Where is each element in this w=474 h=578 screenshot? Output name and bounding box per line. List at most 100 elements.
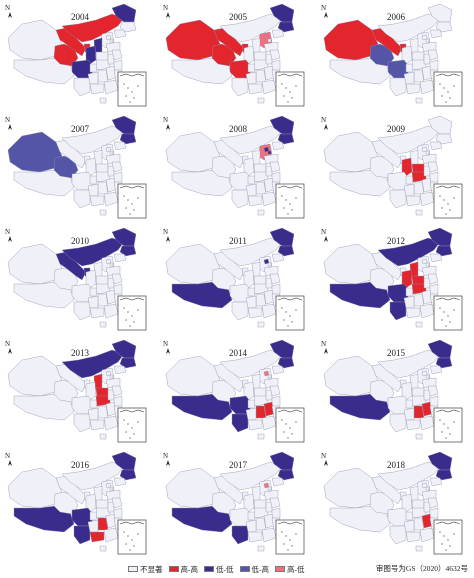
- province-hunan: [97, 69, 109, 83]
- north-label: N: [321, 4, 327, 12]
- year-label: 2009: [387, 124, 405, 134]
- province-jiangsu: [427, 49, 439, 61]
- province-jilin: [277, 357, 295, 369]
- province-guangxi: [247, 195, 263, 207]
- province-shaanxi: [401, 45, 413, 65]
- inset-island-dot: [131, 539, 133, 541]
- inset-island-dot: [449, 209, 451, 211]
- province-jilin: [435, 245, 453, 257]
- inset-island-dot: [445, 437, 447, 439]
- south-china-sea-inset: [275, 519, 305, 555]
- province-hunan: [255, 293, 267, 307]
- province-neimenggu: [377, 349, 441, 379]
- province-hainan: [257, 433, 265, 440]
- province-neimenggu: [61, 13, 125, 43]
- province-shaanxi: [85, 269, 97, 289]
- province-chongqing: [405, 287, 415, 297]
- inset-coastline: [119, 409, 145, 413]
- inset-island-dot: [123, 83, 125, 85]
- province-chongqing: [89, 511, 99, 521]
- province-liaoning: [429, 365, 443, 375]
- south-china-sea-inset: [117, 183, 147, 219]
- legend-item-ll: 低-低: [204, 564, 234, 575]
- province-hunan: [413, 517, 425, 531]
- province-guizhou: [87, 183, 99, 197]
- south-china-sea-inset: [433, 71, 463, 107]
- inset-island-dot: [283, 543, 285, 545]
- inset-coastline: [277, 185, 303, 189]
- inset-coastline: [277, 73, 303, 77]
- province-hunan: [255, 517, 267, 531]
- province-guangxi: [405, 195, 421, 207]
- inset-island-dot: [285, 87, 287, 89]
- inset-island-dot: [281, 419, 283, 421]
- province-jiangsu: [269, 385, 281, 397]
- map-panel: N 2008: [158, 112, 316, 224]
- year-label: 2012: [387, 236, 405, 246]
- province-yunnan: [73, 301, 91, 321]
- south-china-sea-inset: [433, 183, 463, 219]
- province-jilin: [277, 133, 295, 145]
- province-yunnan: [389, 301, 407, 321]
- legend-label: 高-低: [287, 564, 305, 574]
- map-grid: N 2004 N 2005 N 2006 N 2007 N 2008 N 2009 N 2010 N 2011…: [0, 3, 463, 560]
- province-chongqing: [405, 511, 415, 521]
- map-panel: N 2013: [0, 336, 158, 448]
- province-jiangsu: [269, 161, 281, 173]
- province-liaoning: [113, 141, 127, 151]
- province-liaoning: [113, 365, 127, 375]
- north-label: N: [321, 340, 327, 348]
- inset-island-dot: [291, 97, 293, 99]
- legend-label: 低-高: [251, 564, 270, 574]
- year-label: 2006: [387, 12, 405, 22]
- north-label: N: [5, 340, 11, 348]
- inset-island-dot: [453, 197, 455, 199]
- year-label: 2008: [229, 124, 247, 134]
- inset-island-dot: [283, 319, 285, 321]
- province-xizang: [171, 393, 233, 421]
- inset-island-dot: [283, 207, 285, 209]
- province-chongqing: [405, 175, 415, 185]
- province-liaoning: [271, 253, 285, 263]
- inset-island-dot: [445, 325, 447, 327]
- province-chongqing: [247, 511, 257, 521]
- province-yunnan: [231, 301, 249, 321]
- province-shaanxi: [243, 157, 255, 177]
- province-chongqing: [247, 287, 257, 297]
- province-yunnan: [389, 189, 407, 209]
- inset-island-dot: [291, 433, 293, 435]
- inset-island-dot: [287, 213, 289, 215]
- inset-island-dot: [443, 199, 445, 201]
- province-chongqing: [247, 175, 257, 185]
- province-xizang: [329, 57, 391, 85]
- year-label: 2017: [229, 460, 247, 470]
- map-panel: N 2017: [158, 448, 316, 560]
- south-china-sea-inset: [275, 183, 305, 219]
- province-hainan: [415, 433, 423, 440]
- china-map: [165, 227, 305, 331]
- inset-island-dot: [125, 207, 127, 209]
- inset-island-dot: [453, 85, 455, 87]
- province-yunnan: [231, 413, 249, 433]
- inset-island-dot: [453, 533, 455, 535]
- province-shaanxi: [85, 381, 97, 401]
- inset-island-dot: [137, 197, 139, 199]
- inset-island-dot: [133, 433, 135, 435]
- province-neimenggu: [219, 237, 283, 267]
- province-tianjin: [425, 38, 430, 43]
- province-shaanxi: [401, 157, 413, 177]
- north-arrow-icon: [8, 12, 12, 18]
- province-chongqing: [405, 63, 415, 73]
- province-liaoning: [429, 141, 443, 151]
- inset-island-dot: [131, 91, 133, 93]
- inset-island-dot: [287, 549, 289, 551]
- province-hainan: [99, 433, 107, 440]
- province-shaanxi: [243, 381, 255, 401]
- province-neimenggu: [377, 125, 441, 155]
- province-yunnan: [231, 77, 249, 97]
- province-guizhou: [87, 71, 99, 85]
- province-neimenggu: [219, 125, 283, 155]
- china-map: [323, 451, 463, 555]
- province-guangxi: [405, 419, 421, 431]
- inset-island-dot: [281, 195, 283, 197]
